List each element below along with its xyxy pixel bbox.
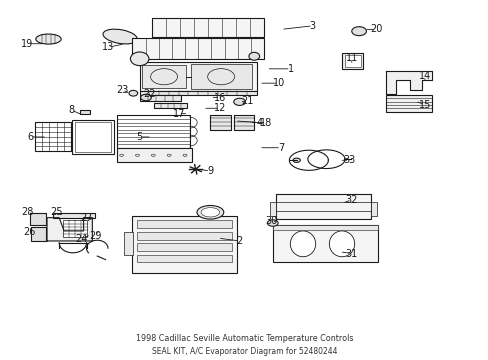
Bar	[272, 225, 377, 262]
Bar	[276, 194, 370, 220]
Bar	[123, 232, 133, 255]
Bar	[53, 213, 95, 219]
Text: 11: 11	[345, 53, 357, 63]
Text: 20: 20	[369, 24, 382, 35]
Text: 13: 13	[102, 42, 114, 52]
Bar	[35, 122, 71, 151]
Text: 2: 2	[236, 236, 242, 246]
Bar	[137, 220, 232, 228]
Bar	[30, 213, 45, 225]
Polygon shape	[385, 71, 431, 94]
Ellipse shape	[130, 52, 149, 66]
Bar	[75, 122, 111, 152]
Polygon shape	[47, 218, 92, 241]
Bar	[117, 116, 189, 148]
Ellipse shape	[290, 231, 315, 257]
Ellipse shape	[267, 220, 278, 226]
Text: 33: 33	[343, 155, 355, 165]
Bar	[117, 148, 192, 162]
Bar	[140, 91, 256, 95]
Bar	[385, 95, 431, 112]
Text: 1998 Cadillac Seville Automatic Temperature Controls: 1998 Cadillac Seville Automatic Temperat…	[136, 334, 352, 343]
Text: 22: 22	[143, 89, 155, 99]
Text: 14: 14	[418, 71, 430, 81]
Text: 25: 25	[50, 207, 63, 217]
Text: 6: 6	[27, 132, 33, 142]
Bar	[270, 202, 276, 216]
Text: 10: 10	[272, 78, 284, 88]
Bar	[137, 255, 232, 262]
Bar	[344, 55, 360, 67]
Text: 16: 16	[214, 93, 226, 103]
Text: 8: 8	[68, 105, 74, 115]
Bar	[142, 65, 185, 88]
Text: 21: 21	[240, 96, 253, 106]
Ellipse shape	[141, 94, 151, 101]
Bar	[190, 64, 251, 89]
Bar	[137, 231, 232, 239]
Bar	[140, 95, 181, 101]
Ellipse shape	[103, 29, 137, 44]
Text: 24: 24	[75, 234, 87, 244]
Ellipse shape	[292, 158, 300, 162]
Ellipse shape	[129, 90, 138, 96]
Text: 7: 7	[277, 143, 284, 153]
Bar	[341, 53, 363, 69]
Ellipse shape	[248, 52, 259, 60]
Text: 1: 1	[287, 64, 293, 74]
Bar	[140, 62, 256, 91]
Ellipse shape	[233, 98, 245, 105]
Bar	[132, 38, 264, 59]
Text: 30: 30	[264, 216, 277, 226]
Bar	[132, 216, 237, 273]
Text: 28: 28	[21, 207, 34, 217]
Bar	[233, 115, 254, 130]
Bar	[80, 111, 90, 114]
Text: 15: 15	[418, 100, 430, 110]
Text: SEAL KIT, A/C Evaporator Diagram for 52480244: SEAL KIT, A/C Evaporator Diagram for 524…	[151, 347, 337, 356]
Text: 5: 5	[136, 132, 142, 142]
Text: 4: 4	[256, 118, 262, 128]
Ellipse shape	[329, 231, 354, 257]
Text: 9: 9	[207, 166, 213, 176]
Text: 29: 29	[89, 231, 102, 240]
Bar	[152, 18, 264, 37]
Bar	[72, 120, 114, 154]
Bar	[210, 115, 230, 130]
Text: 31: 31	[345, 248, 357, 258]
Text: 26: 26	[23, 227, 35, 237]
Text: 32: 32	[345, 195, 357, 205]
Bar	[370, 202, 376, 216]
Ellipse shape	[36, 34, 61, 44]
Text: 23: 23	[116, 85, 128, 95]
Ellipse shape	[351, 27, 366, 36]
Bar	[272, 225, 377, 230]
Text: 3: 3	[309, 21, 315, 31]
Text: 19: 19	[21, 39, 34, 49]
Ellipse shape	[197, 206, 224, 219]
Text: 17: 17	[172, 109, 184, 119]
Text: 12: 12	[213, 103, 226, 113]
Bar	[154, 103, 187, 108]
Text: 27: 27	[80, 213, 92, 222]
Bar	[31, 226, 45, 241]
Text: 18: 18	[260, 118, 272, 128]
Bar	[30, 213, 45, 225]
Ellipse shape	[201, 208, 219, 217]
Bar	[137, 243, 232, 251]
Bar	[63, 220, 86, 237]
